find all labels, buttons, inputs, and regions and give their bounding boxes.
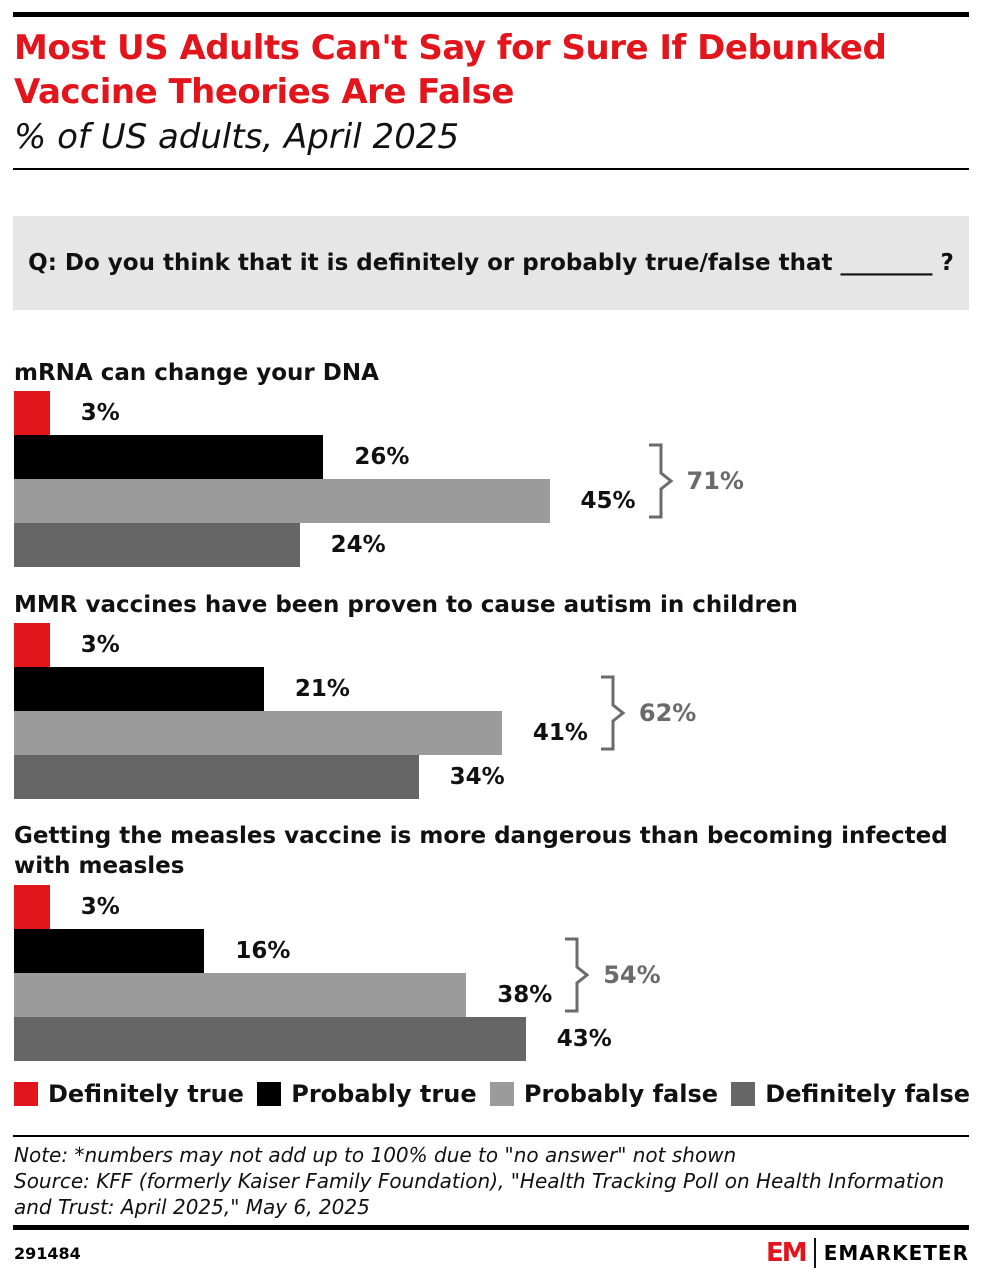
data-label: 43% (556, 1026, 612, 1052)
logo-name: EMARKETER (823, 1241, 969, 1265)
footer-divider (13, 1135, 969, 1137)
legend-swatch (257, 1082, 282, 1106)
bottom-rule (13, 1225, 969, 1230)
footnote: Note: *numbers may not add up to 100% du… (14, 1142, 964, 1220)
legend-label: Definitely true (48, 1080, 244, 1108)
data-label: 3% (80, 400, 120, 426)
brace-icon (565, 937, 590, 1013)
bar-definitely-false (14, 755, 419, 799)
legend-label: Probably false (523, 1080, 719, 1108)
bar-probably-true (14, 929, 205, 973)
data-label: 34% (449, 764, 505, 790)
data-label: 45% (580, 488, 636, 514)
group-label: mRNA can change your DNA (14, 360, 379, 386)
bar-probably-false (14, 711, 502, 755)
brace-icon (648, 443, 673, 519)
bar-probably-false (14, 479, 550, 523)
source-text: Source: KFF (formerly Kaiser Family Foun… (14, 1169, 945, 1219)
bar-probably-true (14, 435, 324, 479)
legend-swatch (731, 1082, 756, 1106)
data-label: 3% (80, 894, 120, 920)
legend-swatch (14, 1082, 38, 1106)
false-total: 62% (638, 699, 697, 727)
chart-subtitle: % of US adults, April 2025 (14, 117, 460, 157)
bar-definitely-false (14, 1017, 526, 1061)
legend-label: Probably true (291, 1080, 477, 1108)
emarketer-logo: EM EMARKETER (766, 1238, 969, 1268)
title-divider (13, 168, 969, 170)
logo-mark: EM (766, 1238, 808, 1268)
data-label: 24% (330, 532, 386, 558)
legend-item: Definitely false (731, 1080, 970, 1108)
brace-icon (600, 675, 626, 751)
logo-separator (813, 1238, 816, 1268)
legend-item: Definitely true (14, 1080, 244, 1108)
question-box: Q: Do you think that it is definitely or… (13, 216, 969, 310)
bar-probably-true (14, 667, 264, 711)
data-label: 16% (235, 938, 291, 964)
legend-swatch (489, 1082, 514, 1106)
bar-probably-false (14, 973, 467, 1017)
false-total: 54% (603, 961, 661, 989)
bar-definitely-true (14, 391, 50, 435)
data-label: 26% (354, 444, 410, 470)
bar-definitely-true (14, 623, 50, 667)
false-total: 71% (686, 467, 744, 495)
data-label: 41% (532, 720, 588, 746)
data-label: 3% (80, 632, 120, 658)
legend: Definitely true Probably true Probably fal… (14, 1080, 970, 1108)
data-label: 21% (294, 676, 350, 702)
top-rule (13, 12, 969, 17)
chart-id: 291484 (14, 1244, 81, 1263)
group-label: MMR vaccines have been proven to cause a… (14, 592, 798, 618)
bar-definitely-false (14, 523, 300, 567)
note-text: Note: *numbers may not add up to 100% du… (14, 1143, 737, 1167)
bar-definitely-true (14, 885, 50, 929)
chart-title: Most US Adults Can't Say for Sure If Deb… (14, 28, 887, 112)
legend-item: Probably false (489, 1080, 719, 1108)
group-label: Getting the measles vaccine is more dang… (14, 823, 948, 879)
legend-label: Definitely false (765, 1080, 970, 1108)
data-label: 38% (497, 982, 553, 1008)
legend-item: Probably true (257, 1080, 477, 1108)
